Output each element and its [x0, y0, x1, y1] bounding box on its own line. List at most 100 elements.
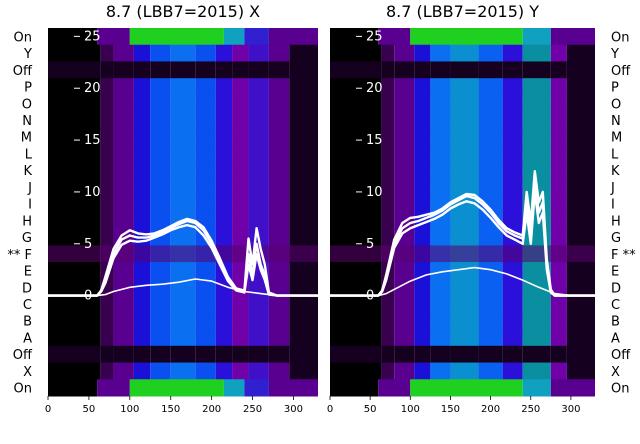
- heatmap-cell: [133, 262, 151, 280]
- heatmap-cell: [195, 178, 216, 196]
- series-line: [330, 169, 595, 297]
- heatmap-cell: [268, 61, 290, 79]
- heatmap-cell: [195, 111, 216, 129]
- heatmap-cell: [566, 212, 595, 230]
- row-label: B: [611, 315, 620, 330]
- heatmap-cell: [381, 61, 395, 79]
- heatmap-cell: [232, 295, 249, 313]
- x-tick-label: 100: [401, 404, 420, 415]
- heatmap-cell: [232, 61, 249, 79]
- heatmap-cell: [430, 295, 451, 313]
- row-label: K: [23, 164, 32, 179]
- heatmap-cell: [133, 278, 151, 297]
- heatmap-cell: [133, 295, 151, 313]
- heatmap-cell: [100, 228, 114, 246]
- heatmap-cell: [450, 128, 479, 146]
- heatmap-cell: [450, 94, 479, 113]
- heatmap-cell: [381, 44, 395, 62]
- heatmap-cell: [170, 128, 196, 146]
- heatmap-cell: [330, 44, 382, 62]
- heatmap-cell: [268, 145, 290, 163]
- row-label: M: [21, 131, 32, 146]
- heatmap-cell: [450, 312, 479, 330]
- heatmap-cell: [450, 295, 479, 313]
- heatmap-cell: [248, 111, 269, 129]
- heatmap-cell: [522, 44, 551, 62]
- heatmap-cell: [414, 161, 431, 180]
- heatmap-cell: [414, 44, 431, 62]
- series-line: [48, 223, 318, 297]
- heatmap-cell: [430, 278, 451, 297]
- heatmap-cell: [330, 295, 382, 313]
- heatmap-cell: [215, 161, 233, 180]
- row-label: G: [611, 231, 621, 246]
- heatmap-cell: [215, 94, 233, 113]
- heatmap-cell: [195, 78, 216, 96]
- heatmap-cell: [289, 345, 318, 364]
- heatmap-cell: [48, 61, 101, 79]
- heatmap-cell: [450, 78, 479, 96]
- heatmap-cell: [150, 44, 171, 62]
- overlay-y-tick-label: 10: [366, 185, 383, 200]
- row-label: P: [611, 81, 619, 96]
- heatmap-cell: [48, 178, 101, 196]
- heatmap-cell: [394, 345, 415, 364]
- heatmap-cell: [566, 111, 595, 129]
- heatmap-cell: [430, 212, 451, 230]
- x-tick-label: 100: [120, 404, 139, 415]
- heatmap-cell: [566, 178, 595, 196]
- heatmap-cell: [381, 312, 395, 330]
- heatmap-cell: [450, 61, 479, 79]
- heatmap-cell: [215, 61, 233, 79]
- heatmap-cell: [394, 161, 415, 180]
- heatmap-cell: [248, 329, 269, 347]
- heatmap-cell: [430, 111, 451, 129]
- heatmap-cell: [381, 128, 395, 146]
- heatmap-cell: [430, 128, 451, 146]
- overlay-y-tick-label: 25: [84, 29, 101, 44]
- heatmap-cell: [381, 228, 395, 246]
- x-tick-label: 0: [327, 404, 333, 415]
- heatmap-cell: [502, 94, 523, 113]
- heatmap-cell: [430, 312, 451, 330]
- heatmap-cell: [170, 111, 196, 129]
- heatmap-cell: [478, 145, 503, 163]
- heatmap-cell: [502, 329, 523, 347]
- heatmap-cell: [381, 161, 395, 180]
- heatmap-cell: [170, 228, 196, 246]
- heatmap-cell: [478, 161, 503, 180]
- x-axis: 0 50 100 150 200 250 300: [45, 396, 303, 415]
- heatmap-cell: [150, 111, 171, 129]
- heatmap-cell: [550, 312, 567, 330]
- heatmap-cell: [414, 78, 431, 96]
- heatmap-cell: [414, 128, 431, 146]
- heatmap-cell: [248, 61, 269, 79]
- heatmap-cell: [394, 145, 415, 163]
- heatmap-cell: [195, 161, 216, 180]
- heatmap-cell: [414, 228, 431, 246]
- heatmap-cell: [150, 161, 171, 180]
- heatmap-cell: [170, 161, 196, 180]
- heatmap-cell: [195, 312, 216, 330]
- heatmap-cell: [450, 345, 479, 364]
- heatmap-cell: [248, 212, 269, 230]
- heatmap-cell: [522, 128, 551, 146]
- heatmap-cell: [195, 128, 216, 146]
- heatmap-cell: [268, 161, 290, 180]
- heatmap-cell: [450, 44, 479, 62]
- heatmap-cell: [97, 28, 130, 46]
- heatmap-cell: [522, 78, 551, 96]
- heatmap-cell: [215, 128, 233, 146]
- heatmap-cell: [450, 228, 479, 246]
- heatmap-cell: [150, 362, 171, 380]
- heatmap-cell: [289, 228, 318, 246]
- heatmap-cell: [232, 362, 249, 380]
- heatmap-cell: [430, 345, 451, 364]
- heatmap-cell: [150, 195, 171, 213]
- heatmap-cell: [414, 295, 431, 313]
- heatmap-cell: [268, 212, 290, 230]
- heatmap-cell: [502, 212, 523, 230]
- heatmap-cell: [48, 128, 101, 146]
